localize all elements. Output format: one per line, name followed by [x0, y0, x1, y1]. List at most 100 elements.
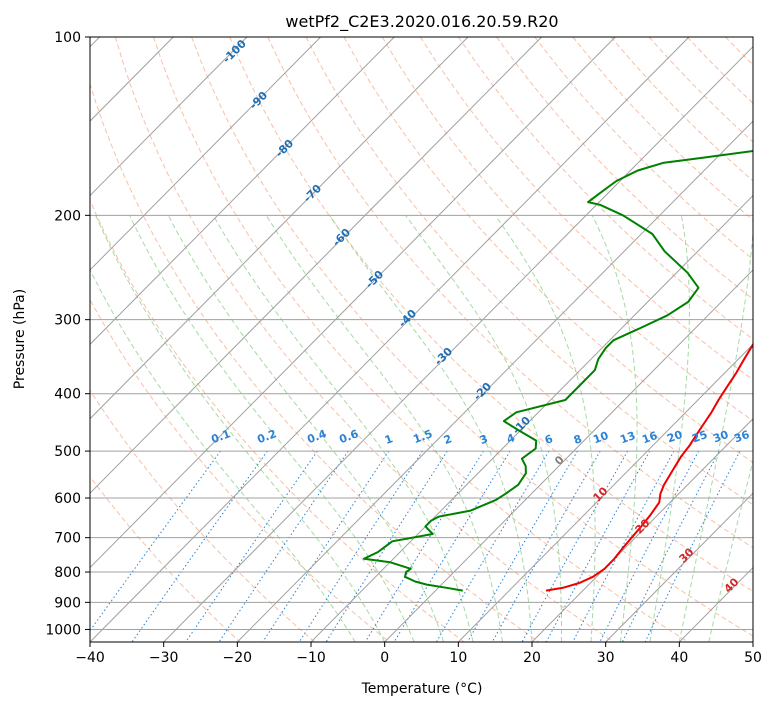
isotherm-line — [90, 37, 690, 642]
x-tick-label: −30 — [149, 650, 179, 666]
y-tick-label: 1000 — [45, 622, 81, 638]
isotherm-line — [90, 37, 469, 420]
mixing-ratio-line — [467, 450, 578, 642]
mixing-ratio-label: 16 — [640, 429, 659, 447]
y-tick-label: 600 — [54, 491, 81, 507]
dry-adiabat — [191, 37, 753, 637]
y-tick-label: 300 — [54, 313, 81, 329]
x-tick-label: 30 — [597, 650, 615, 666]
isotherm-line — [310, 194, 753, 642]
x-tick-label: −10 — [296, 650, 326, 666]
x-tick-label: 40 — [670, 650, 688, 666]
moist-adiabat — [90, 268, 356, 642]
mixing-ratio-line — [262, 450, 390, 642]
isotherm-line — [236, 120, 753, 642]
isotherm-line — [605, 492, 753, 642]
mixing-ratio-label: 0.1 — [209, 427, 232, 446]
moist-adiabat — [405, 215, 562, 642]
y-tick-label: 100 — [54, 30, 81, 46]
dry-adiabat — [90, 475, 241, 642]
isotherm-line — [531, 418, 753, 642]
dry-adiabat — [458, 37, 753, 340]
mixing-ratio-label: 20 — [665, 428, 684, 446]
mixing-ratio-line — [644, 450, 741, 642]
dry-adiabat — [114, 37, 614, 642]
isotherm-line — [457, 343, 753, 642]
mixing-ratio-line — [545, 450, 651, 642]
axis-ticks: −40 −30 −20 −10 0 10 20 30 40 5010020030040050060… — [45, 30, 762, 666]
dry-adiabat — [90, 199, 465, 642]
mixing-ratio-line — [621, 450, 720, 642]
mixing-ratio-line — [599, 450, 700, 642]
mixing-ratio-line — [491, 450, 601, 642]
x-axis-title: Temperature (°C) — [361, 681, 483, 697]
isotherm-line — [90, 37, 248, 197]
plot-frame — [89, 36, 754, 643]
moist-adiabat — [95, 215, 386, 642]
mixing-ratio-label: 6 — [543, 432, 555, 447]
isotherm-line — [90, 37, 321, 271]
moist-adiabat — [129, 215, 415, 642]
mixing-ratio-label: 30 — [711, 428, 730, 446]
dry-adiabat — [90, 389, 316, 642]
profile-series — [362, 149, 753, 592]
dry-adiabat — [496, 37, 753, 300]
isotherm-line — [90, 37, 616, 569]
dewpoint-line — [362, 149, 753, 592]
mixing-ratio-label: 1.5 — [411, 427, 434, 446]
moist-adiabat — [265, 215, 503, 642]
y-tick-label: 400 — [54, 387, 81, 403]
mixing-ratio-label: 13 — [618, 429, 637, 446]
dry-adiabat — [90, 82, 540, 642]
dry-adiabat — [343, 37, 753, 464]
moist-adiabat — [494, 215, 596, 642]
y-axis-title: Pressure (hPa) — [12, 289, 28, 389]
isotherm-line — [90, 37, 542, 494]
mixing-ratio-label: 36 — [732, 428, 751, 446]
dry-adiabat — [381, 37, 753, 422]
mixing-ratio-line — [218, 450, 349, 642]
mixing-ratio-line — [364, 450, 484, 642]
mixing-ratio-label: 10 — [591, 429, 610, 447]
mixing-ratio-label: 8 — [572, 432, 584, 447]
moist-adiabat — [649, 215, 690, 642]
isotherm-line — [163, 46, 753, 642]
dry-adiabat — [419, 37, 753, 381]
moist-adiabat — [212, 215, 474, 642]
x-tick-label: −40 — [75, 650, 105, 666]
moist-adiabat — [708, 459, 753, 642]
mixing-ratio-line — [572, 450, 675, 642]
y-tick-label: 500 — [54, 444, 81, 460]
x-tick-label: 0 — [380, 650, 389, 666]
moist-adiabat — [167, 215, 445, 642]
background-lines — [90, 37, 753, 642]
y-tick-label: 800 — [54, 565, 81, 581]
mixing-ratio-label: 0.6 — [337, 427, 360, 446]
x-tick-label: 10 — [449, 650, 467, 666]
x-tick-label: −20 — [223, 650, 253, 666]
x-tick-label: 20 — [523, 650, 541, 666]
mixing-ratio-label: 0.4 — [305, 427, 328, 446]
mixing-ratio-label: 2 — [442, 432, 454, 447]
mixing-ratio-label: 4 — [505, 431, 517, 446]
mixing-ratio-line — [185, 450, 318, 642]
mixing-ratio-label: 3 — [478, 432, 490, 447]
temperature-line — [545, 342, 753, 592]
mixing-ratio-label: 1 — [383, 432, 395, 447]
isotherm-line — [90, 37, 395, 346]
dry-adiabat — [229, 37, 753, 593]
mixing-ratio-label: 25 — [690, 428, 709, 445]
x-tick-label: 50 — [744, 650, 762, 666]
isotherm-line — [384, 269, 753, 642]
mixing-ratio-label: 0.2 — [255, 427, 278, 446]
moist-adiabat — [591, 215, 638, 642]
mixing-ratio-line — [393, 450, 511, 642]
dry-adiabat — [153, 37, 689, 642]
y-tick-label: 200 — [54, 208, 81, 224]
mixing-ratio-line — [521, 450, 629, 642]
chart-title: wetPf2_C2E3.2020.016.20.59.R20 — [285, 12, 558, 32]
y-tick-label: 900 — [54, 595, 81, 611]
y-tick-label: 700 — [54, 531, 81, 547]
